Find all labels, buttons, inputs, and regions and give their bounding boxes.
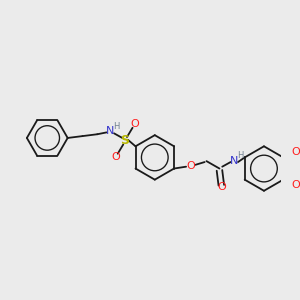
Text: O: O xyxy=(217,182,226,192)
Text: O: O xyxy=(112,152,120,162)
Text: H: H xyxy=(113,122,119,131)
Text: O: O xyxy=(292,180,300,190)
Text: O: O xyxy=(186,161,195,171)
Text: H: H xyxy=(237,151,243,160)
Text: N: N xyxy=(106,127,115,136)
Text: O: O xyxy=(130,119,139,129)
Text: N: N xyxy=(230,156,238,166)
Text: O: O xyxy=(292,147,300,157)
Text: S: S xyxy=(121,134,130,147)
